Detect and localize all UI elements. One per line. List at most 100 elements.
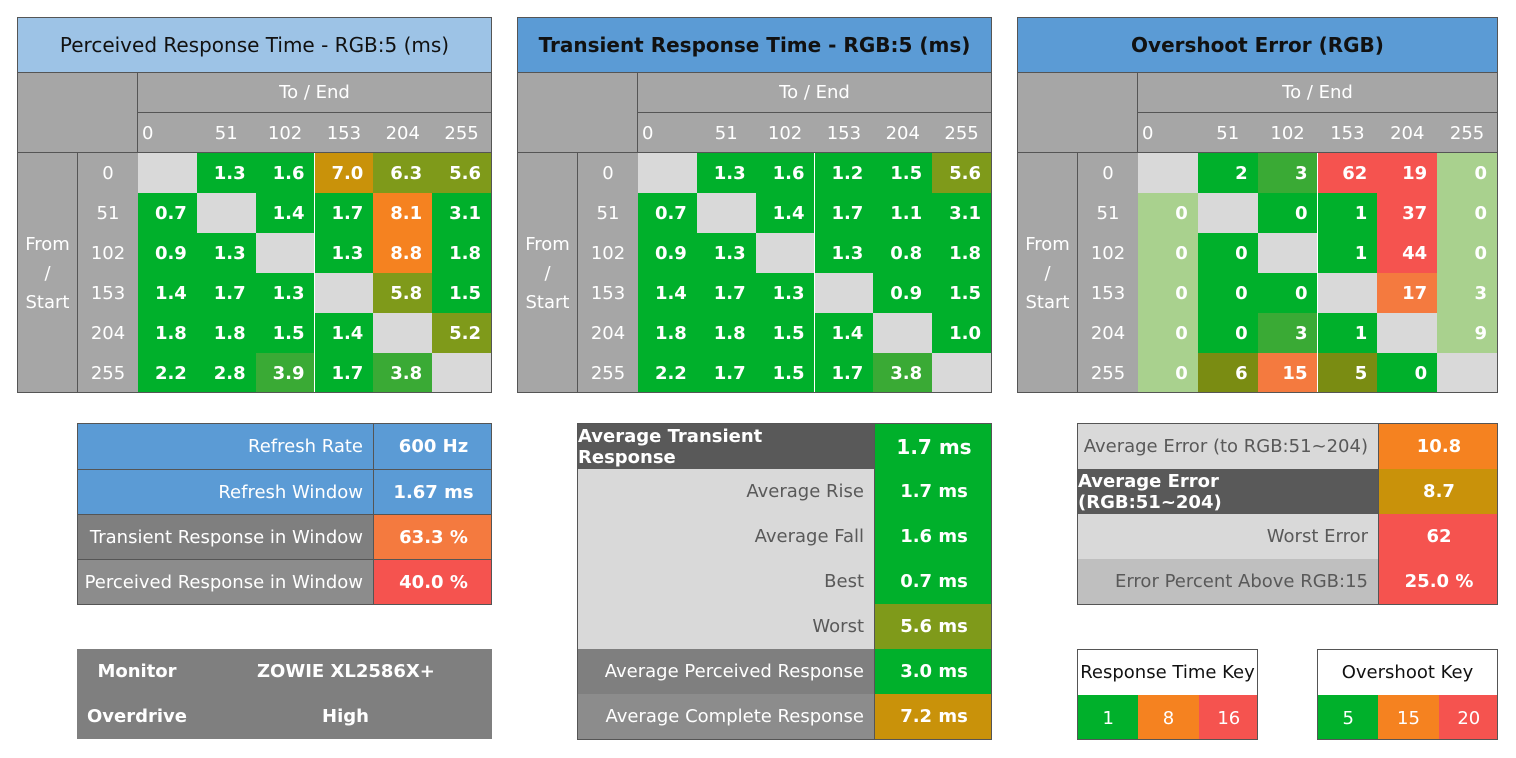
heatmap-cell: 5.2 [432,313,491,353]
heatmap-cell: 44 [1377,233,1438,273]
diagonal-cell [196,193,256,233]
column-header-row [1138,113,1497,153]
y-axis-title-part: Start [1025,291,1070,313]
diagonal-cell [873,313,933,353]
heatmap-cell: 1.3 [255,273,315,313]
transient-row-value: 1.6 ms [874,514,991,559]
diagonal-cell [1257,233,1318,273]
heatmap-cell: 1.3 [755,273,815,313]
heatmap-cell: 62 [1317,153,1378,193]
y-tick-label: 51 [578,193,638,233]
heatmap-cell: 3.1 [432,193,491,233]
refresh-window-table: Refresh Rate 600 Hz Refresh Window 1.67 ms T… [77,423,492,605]
heatmap-cell: 2.2 [638,353,697,392]
heatmap-cell: 0 [1437,233,1497,273]
heatmap-cell: 1.3 [196,233,256,273]
heatmap-cell: 2.2 [138,353,197,392]
heatmap-cell: 1.6 [255,153,315,193]
heatmap-cell: 0.9 [638,233,697,273]
heatmap-cell: 1.3 [696,153,756,193]
heatmap-cell: 1.7 [814,193,874,233]
overshoot-key-title: Overshoot Key [1318,650,1497,695]
x-tick-label: 51 [214,122,238,144]
x-tick-label: 255 [444,122,479,144]
heatmap-cell: 5.6 [432,153,491,193]
heatmap-cell: 1.8 [138,313,197,353]
y-axis-title-part: / [544,262,551,284]
y-tick-label: 51 [1078,193,1138,233]
heatmap-cell: 2.8 [196,353,256,392]
error-row-value: 8.7 [1378,469,1497,514]
x-axis-title: To / End [1138,73,1497,113]
diagonal-cell [138,153,197,193]
heatmap-cell: 1.5 [873,153,933,193]
refresh-row-label: Transient Response in Window [78,514,374,559]
heatmap-cell: 1.7 [696,273,756,313]
heatmap-cell: 0 [1257,273,1318,313]
heatmap-cell: 0 [1138,233,1198,273]
x-axis-title: To / End [638,73,991,113]
refresh-row-value: 63.3 % [374,514,491,559]
heatmap-cell: 1 [1317,313,1378,353]
transient-row-value: 1.7 ms [874,469,991,514]
corner-cell [1018,73,1138,153]
transient-row-label: Average Complete Response [578,694,874,739]
y-axis-title-part: Start [525,291,570,313]
y-axis-title-part: From [1025,233,1070,255]
heatmap-cell: 1.4 [638,273,697,313]
y-tick-label: 102 [1078,233,1138,273]
overshoot-error-heatmap: Overshoot Error (RGB) To / End 0 51 102 153 2… [1017,17,1498,393]
heatmap-cell: 17 [1377,273,1438,313]
transient-row-label: Worst [578,604,874,649]
heatmap-cell: 0 [1257,193,1318,233]
diagonal-cell [255,233,315,273]
y-tick-label: 0 [1078,153,1138,193]
heatmap-cell: 7.0 [314,153,374,193]
heatmap-cell: 0 [1197,313,1258,353]
heatmap-cell: 1.8 [696,313,756,353]
heatmap-cell: 5.6 [932,153,991,193]
y-axis-title-part: / [44,262,51,284]
x-tick-label: 51 [714,122,738,144]
x-tick-label: 204 [885,122,920,144]
heatmap-cell: 1.3 [814,233,874,273]
diagonal-cell [1377,313,1438,353]
response-time-key: Response Time Key 1 8 16 [1077,649,1258,740]
key-swatch: 15 [1378,695,1439,739]
heatmap-cell: 3 [1257,153,1318,193]
y-tick-label: 153 [1078,273,1138,313]
heatmap-cell: 0 [1197,233,1258,273]
diagonal-cell [373,313,433,353]
perceived-response-heatmap: Perceived Response Time - RGB:5 (ms) To … [17,17,492,393]
heatmap-cell: 19 [1377,153,1438,193]
y-tick-label: 153 [78,273,138,313]
key-swatch: 8 [1138,695,1199,739]
diagonal-cell [1317,273,1378,313]
x-axis-title: To / End [138,73,491,113]
overshoot-key: Overshoot Key 5 15 20 [1317,649,1498,740]
heatmap-cell: 1.7 [196,273,256,313]
heatmap-cell: 1.7 [314,353,374,392]
diagonal-cell [932,353,991,392]
heatmap-cell: 1.1 [873,193,933,233]
transient-row-value: 7.2 ms [874,694,991,739]
key-swatch: 1 [1078,695,1139,739]
heatmap-cell: 1.8 [638,313,697,353]
error-row-value: 62 [1378,514,1497,559]
transient-row-value: 3.0 ms [874,649,991,694]
heatmap-cell: 3.1 [932,193,991,233]
column-header-row [638,113,991,153]
error-row-label: Average Error (RGB:51~204) [1078,469,1378,514]
heatmap-title: Perceived Response Time - RGB:5 (ms) [18,18,491,73]
heatmap-cell: 1.7 [696,353,756,392]
refresh-row-value: 40.0 % [374,559,491,604]
heatmap-cell: 0.7 [138,193,197,233]
diagonal-cell [1197,193,1258,233]
heatmap-cell: 1.4 [814,313,874,353]
y-tick-label: 51 [78,193,138,233]
heatmap-cell: 1.5 [755,353,815,392]
y-axis-title: From / Start [518,153,578,392]
y-tick-label: 204 [1078,313,1138,353]
x-tick-label: 255 [944,122,979,144]
heatmap-cell: 1.2 [814,153,874,193]
